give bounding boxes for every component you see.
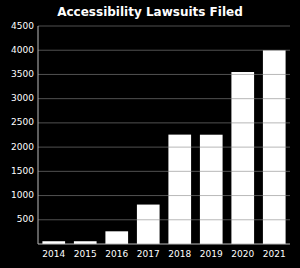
- x-axis-line: [38, 244, 290, 245]
- x-tick-label: 2018: [168, 249, 191, 259]
- grid-line: [38, 122, 290, 123]
- x-tick-labels: 2014 2015 2016 2017 2018 2019 2020 2021: [42, 249, 285, 259]
- grid-line: [38, 147, 290, 148]
- background: [0, 0, 300, 268]
- grid-line: [38, 219, 290, 220]
- chart-container: 5001000150020002500300035004000450020142…: [0, 0, 300, 268]
- bar: [137, 205, 160, 244]
- y-tick-label: 3000: [11, 93, 34, 103]
- x-tick-label: 2019: [200, 249, 223, 259]
- y-axis-line: [38, 26, 39, 244]
- grid-line: [38, 50, 290, 51]
- title: Accessibility Lawsuits Filed: [57, 5, 243, 19]
- grid-line: [38, 26, 290, 27]
- bar: [200, 135, 223, 244]
- bar: [231, 72, 254, 244]
- chart-svg: 5001000150020002500300035004000450020142…: [0, 0, 300, 268]
- grid-line: [38, 74, 290, 75]
- y-tick-label: 4000: [11, 45, 34, 55]
- y-tick-label: 4500: [11, 21, 34, 31]
- grid-line: [38, 195, 290, 196]
- x-tick-label: 2015: [74, 249, 97, 259]
- y-tick-label: 500: [17, 214, 34, 224]
- grid-line: [38, 171, 290, 172]
- y-tick-label: 2500: [11, 117, 34, 127]
- y-grid: [38, 26, 290, 220]
- x-tick-label: 2017: [137, 249, 160, 259]
- bar: [105, 231, 128, 244]
- y-tick-label: 2000: [11, 142, 34, 152]
- y-tick-label: 3500: [11, 69, 34, 79]
- x-tick-label: 2014: [42, 249, 65, 259]
- grid-line: [38, 98, 290, 99]
- x-tick-label: 2021: [263, 249, 286, 259]
- y-tick-label: 1500: [11, 166, 34, 176]
- bar: [168, 135, 191, 244]
- x-tick-label: 2016: [105, 249, 128, 259]
- y-tick-label: 1000: [11, 190, 34, 200]
- x-tick-label: 2020: [231, 249, 254, 259]
- y-tick-labels: 500 1000 1500 2000 2500 3000 3500 4000 4500: [11, 21, 34, 225]
